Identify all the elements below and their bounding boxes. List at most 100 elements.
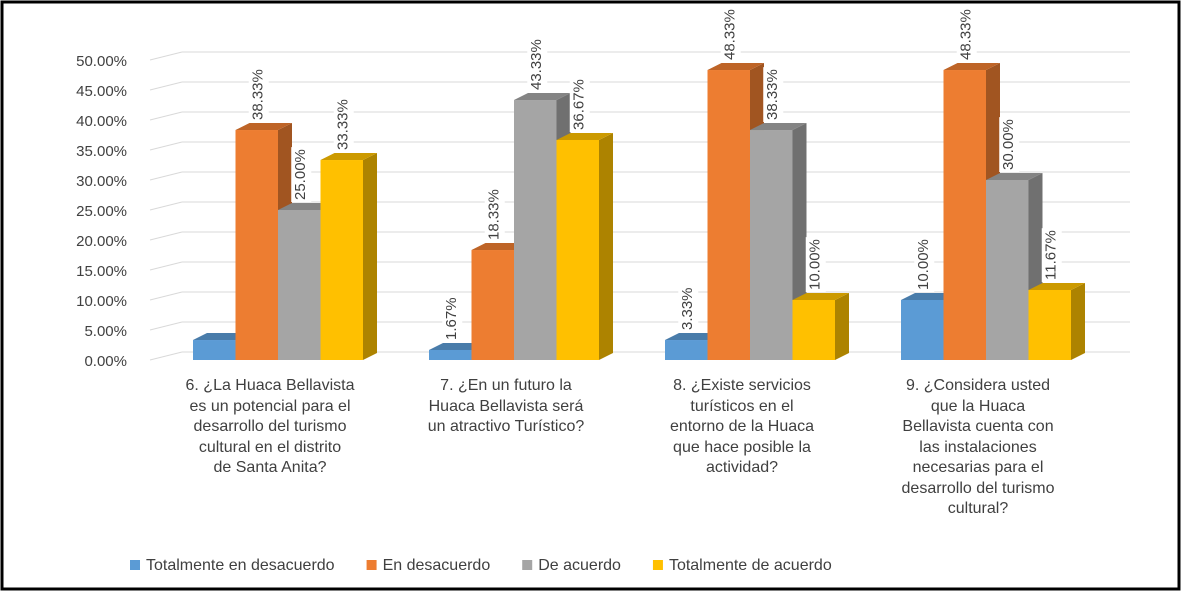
bar-top (707, 63, 764, 71)
grid-line-floor (149, 321, 183, 331)
bar-group (1028, 282, 1085, 360)
value-label-bg (999, 117, 1020, 172)
bar-group (556, 132, 613, 360)
value-label: 36.67% (571, 79, 588, 130)
bar-top (556, 132, 613, 140)
x-tick-label: 7. ¿En un futuro la Huaca Bellavista ser… (427, 377, 585, 435)
bar-top (750, 123, 807, 131)
grid-line-floor (149, 261, 183, 271)
bar (665, 340, 708, 360)
value-label: 10.00% (915, 239, 932, 290)
bar (943, 70, 986, 361)
bar-side (599, 132, 613, 360)
value-label-bg (248, 67, 269, 123)
bar (556, 139, 599, 360)
x-tick-label: 9. ¿Considera usted que la Huaca Bellavi… (901, 377, 1055, 517)
value-label-bg (914, 237, 935, 292)
value-label-bg (442, 295, 463, 342)
bar (320, 160, 363, 360)
value-label: 25.00% (292, 149, 309, 200)
value-label: 10.00% (807, 239, 824, 290)
bar (986, 180, 1029, 360)
value-label-bg (569, 77, 590, 132)
legend-label: Totalmente de acuerdo (669, 557, 832, 574)
value-label-bg (720, 7, 741, 63)
legend-swatch (652, 560, 663, 570)
value-label: 1.67% (443, 297, 460, 340)
y-tick-label: 5.00% (84, 323, 127, 340)
bar (1028, 289, 1071, 360)
legend-label: En desacuerdo (383, 557, 491, 574)
grid-line-floor (149, 171, 183, 181)
bar (901, 300, 944, 360)
bar-top (235, 123, 292, 131)
bar (235, 130, 278, 360)
legend-label: Totalmente en desacuerdo (146, 557, 335, 574)
y-tick-label: 35.00% (76, 143, 127, 160)
bar (707, 70, 750, 361)
bar-top (278, 203, 335, 210)
grid-line-floor (149, 111, 183, 121)
bar (429, 349, 472, 360)
value-label: 38.33% (250, 69, 267, 120)
bar (750, 130, 793, 360)
bar-top (1028, 282, 1085, 290)
grid-line-floor (149, 81, 183, 91)
y-tick-label: 15.00% (76, 263, 127, 280)
bar-top (901, 293, 958, 300)
bar-top (320, 153, 377, 161)
bar (471, 250, 514, 360)
y-tick-label: 20.00% (76, 233, 127, 250)
value-label-bg (527, 37, 548, 93)
bar (278, 210, 321, 360)
value-label: 33.33% (335, 99, 352, 150)
grid-line-floor (149, 51, 183, 61)
y-tick-label: 0.00% (84, 353, 127, 370)
bar (193, 340, 236, 360)
bar-top (943, 63, 1000, 71)
grid-line-floor (149, 351, 183, 361)
value-label-bg (678, 285, 699, 333)
bar-top (514, 93, 571, 101)
value-label: 30.00% (1000, 119, 1017, 170)
bar-top (986, 173, 1043, 180)
bar-top (193, 333, 250, 341)
grid-line-floor (149, 231, 183, 241)
legend-swatch (366, 560, 377, 570)
legend-label: De acuerdo (538, 557, 621, 574)
y-tick-label: 50.00% (76, 53, 127, 70)
bar-top (792, 293, 849, 300)
grid-line-floor (149, 141, 183, 151)
bar (514, 100, 557, 361)
bar-top (471, 243, 528, 251)
value-label: 3.33% (679, 287, 696, 330)
value-label-bg (291, 147, 312, 202)
value-label: 48.33% (958, 9, 975, 60)
value-label: 18.33% (486, 189, 503, 240)
bar-group (750, 123, 807, 361)
bar-top (429, 342, 486, 350)
y-tick-label: 25.00% (76, 203, 127, 220)
value-label: 38.33% (764, 69, 781, 120)
grid-line-floor (149, 291, 183, 301)
bar-side (1071, 282, 1085, 360)
bar-side (363, 153, 377, 360)
value-label: 11.67% (1043, 230, 1060, 280)
legend-swatch (130, 560, 140, 570)
value-label: 43.33% (528, 39, 545, 90)
value-label-bg (333, 97, 354, 153)
y-tick-label: 10.00% (76, 293, 127, 310)
bar-group (792, 293, 849, 360)
y-tick-label: 40.00% (76, 113, 127, 130)
x-tick-label: 8. ¿Existe servicios turísticos en el en… (669, 377, 815, 476)
value-label-bg (763, 67, 784, 123)
x-tick-label: 6. ¿La Huaca Bellavista es un potencial … (185, 377, 355, 476)
value-label-bg (484, 187, 505, 243)
bar-side (835, 293, 849, 360)
value-label-bg (805, 237, 826, 292)
legend-swatch (522, 560, 533, 570)
value-label-bg (1041, 228, 1062, 282)
